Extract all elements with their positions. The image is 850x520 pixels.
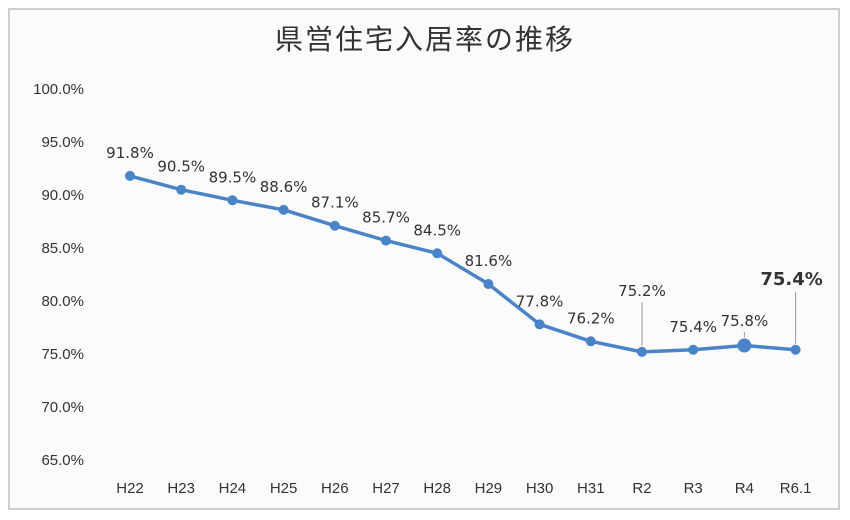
data-point [637,346,647,357]
x-tick-label: H29 [475,480,503,497]
data-label: 89.5% [209,168,257,186]
y-tick-label: 95.0% [41,134,84,151]
x-tick-label: H30 [526,480,554,497]
chart-title: 県営住宅入居率の推移 [274,23,575,56]
data-point [737,338,752,353]
x-tick-label: R6.1 [780,480,812,497]
leader-lines [641,292,797,346]
data-point [688,344,699,355]
data-point [125,170,135,181]
x-tick-label: R3 [684,480,703,497]
data-point [381,235,391,246]
data-point [534,319,545,330]
data-point [432,248,443,259]
y-tick-label: 65.0% [41,452,84,469]
highlight-label: 75.4% [760,269,822,290]
data-point [329,220,340,231]
data-point [278,204,289,215]
x-tick-label: R4 [735,480,754,497]
x-tick-label: H24 [219,480,247,497]
data-point [483,279,494,290]
data-point [585,336,596,347]
x-tick-label: R2 [632,480,651,497]
data-points [125,170,801,357]
data-label: 76.2% [567,309,615,327]
data-label: 75.8% [721,312,769,330]
data-label: 77.8% [516,292,564,310]
x-tick-label: H31 [577,480,605,497]
y-tick-label: 100.0% [33,81,84,98]
x-tick-label: H26 [321,480,349,497]
x-tick-label: H25 [270,480,298,497]
data-labels: 91.8%90.5%89.5%88.6%87.1%85.7%84.5%81.6%… [106,144,823,336]
data-label: 85.7% [362,209,410,227]
data-label: 88.6% [260,178,308,196]
data-label: 84.5% [413,221,461,239]
series-line [129,174,796,354]
x-tick-label: H22 [116,480,144,497]
data-label: 90.5% [157,158,205,176]
data-label: 91.8% [106,144,154,162]
data-point [176,184,187,195]
x-axis: H22 H23 H24 H25 H26 H27 H28 H29 H30 H31 R2 R3 R4 R6.1 [116,480,811,497]
chart-frame [8,8,840,510]
x-tick-label: H27 [372,480,400,497]
data-label: 81.6% [465,252,513,270]
data-label: 75.2% [618,282,666,300]
y-axis: 65.0% 70.0% 75.0% 80.0% 85.0% 90.0% 95.0% 100.0… [33,81,84,469]
y-tick-label: 90.0% [41,187,84,204]
data-point [227,195,238,206]
x-tick-label: H28 [423,480,451,497]
x-tick-label: H23 [167,480,195,497]
data-label: 75.4% [669,318,717,336]
y-tick-label: 70.0% [41,399,84,416]
y-tick-label: 75.0% [41,346,84,363]
data-label: 87.1% [311,194,359,212]
y-tick-label: 85.0% [41,240,84,257]
data-point [790,344,801,355]
y-tick-label: 80.0% [41,293,84,310]
